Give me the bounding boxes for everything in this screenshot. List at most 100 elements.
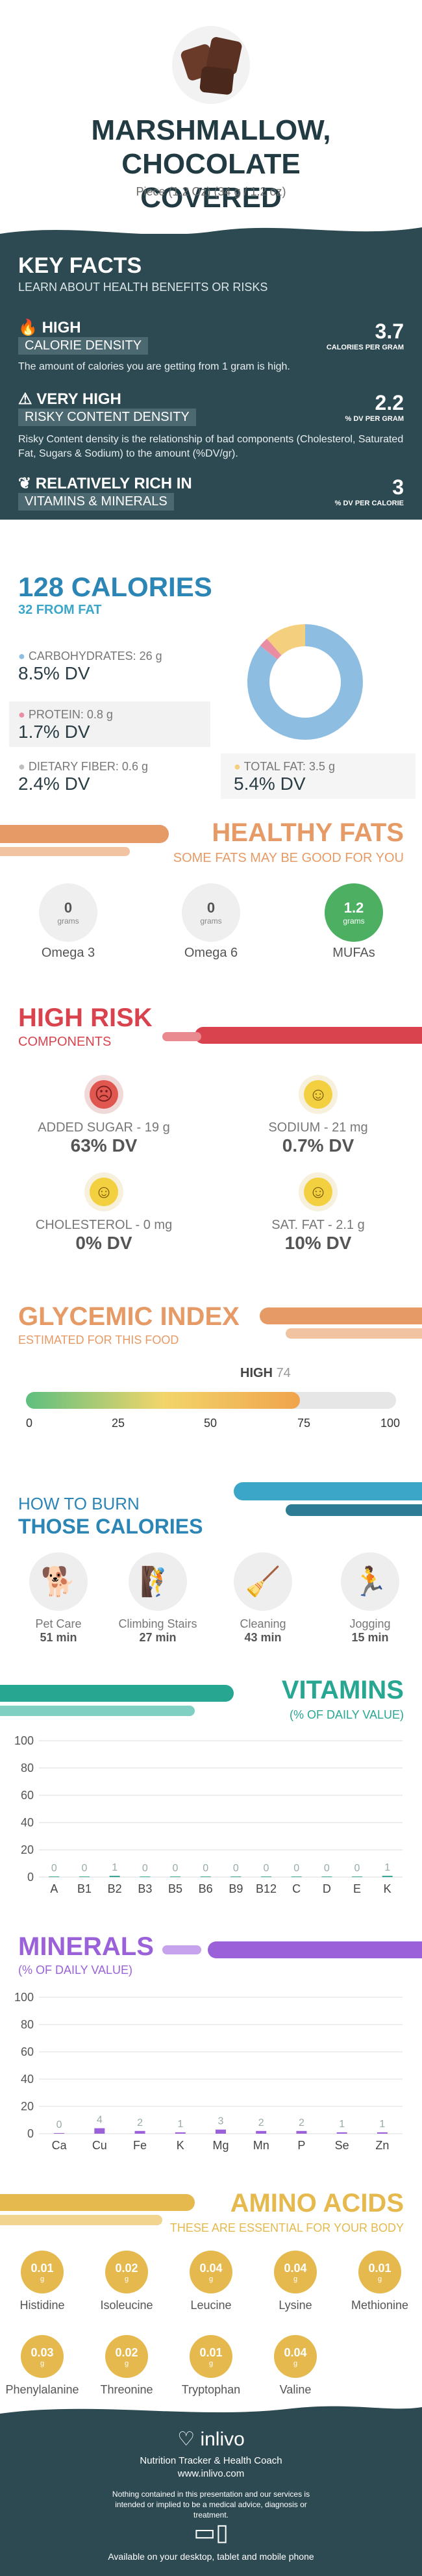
- fat-value: 0: [64, 900, 73, 916]
- fact-label: CALORIE DENSITY: [18, 337, 149, 355]
- glycemic-readout: HIGH 74: [240, 1366, 291, 1381]
- fact-label: VITAMINS & MINERALS: [18, 493, 174, 511]
- fact-vitamins-minerals-value: 3 % DV PER CALORIE: [335, 475, 404, 507]
- fat-unit: grams: [57, 916, 79, 926]
- fact-calorie-density-value: 3.7 CALORIES PER GRAM: [327, 320, 404, 351]
- decor-bar: [234, 1482, 422, 1500]
- amino-unit: g: [293, 2359, 298, 2368]
- fat-mufas: 1.2 grams MUFAs: [318, 883, 390, 961]
- bar-value-label: 2: [299, 2117, 304, 2128]
- wave-divider: [0, 227, 422, 242]
- amino-label: Histidine: [19, 2299, 65, 2312]
- burn-climbing-stairs: 🧗 Climbing Stairs 27 min: [116, 1552, 200, 1645]
- bar-b2: [109, 1875, 120, 1877]
- tick-label: 0: [26, 1417, 33, 1430]
- minerals-section: MINERALS (% OF DAILY VALUE) 0 20 40 60 80 100…: [0, 1932, 422, 2166]
- amino-item: 0.02 g Threonine: [84, 2335, 169, 2397]
- bullet-icon: ●: [18, 650, 25, 663]
- amino-badge: 0.02 g: [105, 2251, 148, 2293]
- y-tick-label: 40: [21, 1816, 34, 1829]
- amino-label: Phenylalanine: [5, 2383, 79, 2396]
- bar-se: [336, 2132, 347, 2134]
- footer-url[interactable]: www.inlivo.com: [177, 2468, 245, 2479]
- risk-label: SODIUM - 21 mg: [268, 1120, 368, 1135]
- amino-value: 0.04: [284, 2261, 307, 2275]
- fat-omega3: 0 grams Omega 3: [32, 883, 104, 961]
- calorie-item-carbs: ● CARBOHYDRATES: 26 g 8.5% DV: [18, 650, 162, 684]
- glycemic-level: HIGH: [240, 1366, 273, 1380]
- stairs-icon: 🧗: [129, 1552, 187, 1611]
- amino-unit: g: [124, 2359, 129, 2368]
- calorie-item-protein-bg: [9, 701, 210, 747]
- amino-value: 0.01: [368, 2261, 391, 2275]
- amino-value: 0.02: [115, 2261, 138, 2275]
- bar-b5: [170, 1876, 180, 1877]
- tick-label: 25: [112, 1417, 125, 1430]
- fact-label: RISKY CONTENT DENSITY: [18, 409, 196, 426]
- bar-d: [321, 1876, 332, 1877]
- amino-value: 0.02: [115, 2345, 138, 2359]
- fat-value: 0: [206, 900, 216, 916]
- heart-logo-icon: ♡: [177, 2429, 195, 2450]
- fat-unit: grams: [343, 916, 365, 926]
- tick-label: 50: [204, 1417, 217, 1430]
- vitamins-section: VITAMINS (% OF DAILY VALUE) 0 20 40 60 80 100…: [0, 1676, 422, 1910]
- y-tick-label: 0: [27, 1871, 34, 1884]
- bar-a: [49, 1876, 60, 1877]
- risk-label: ADDED SUGAR - 19 g: [38, 1120, 170, 1135]
- amino-item: 0.03 g Phenylalanine: [0, 2335, 84, 2397]
- sad-face-icon: ☹: [90, 1080, 118, 1109]
- risk-added-sugar: ☹ ADDED SUGAR - 19 g 63% DV: [13, 1075, 195, 1156]
- bar-b3: [140, 1876, 151, 1877]
- bar-value-label: 0: [142, 1863, 148, 1874]
- decor-bar: [286, 1328, 422, 1339]
- x-tick-label: B9: [229, 1882, 243, 1895]
- amino-label: Valine: [279, 2383, 312, 2396]
- fact-heading: ⚠ VERY HIGH: [18, 390, 408, 409]
- vitamins-title: VITAMINS: [281, 1676, 404, 1704]
- serving-size: Piece (1.2 Oz) (34 g / 1.2 oz): [136, 185, 286, 198]
- cleaning-icon: 🧹: [234, 1552, 292, 1611]
- bar-p: [296, 2130, 307, 2134]
- calorie-label: TOTAL FAT: 3.5 g: [243, 760, 335, 773]
- fat-label: MUFAs: [332, 946, 375, 960]
- y-tick-label: 100: [14, 1734, 34, 1747]
- decor-bar: [0, 1706, 195, 1716]
- fact-unit: % DV PER CALORIE: [334, 499, 404, 507]
- title-line-2: COVERED: [140, 182, 282, 214]
- decor-bar: [0, 847, 130, 856]
- brand-name: inlivo: [200, 2429, 245, 2450]
- bar-ca: [54, 2133, 65, 2134]
- risk-sodium: ☺ SODIUM - 21 mg 0.7% DV: [227, 1075, 409, 1156]
- key-facts-subtitle: LEARN ABOUT HEALTH BENEFITS OR RISKS: [18, 281, 268, 294]
- fact-risky-density-value: 2.2 % DV PER GRAM: [345, 391, 404, 423]
- fact-desc: The amount of calories you are getting f…: [18, 361, 290, 372]
- burn-time: 15 min: [351, 1631, 389, 1644]
- calorie-dv: 8.5% DV: [18, 663, 90, 683]
- decor-bar: [208, 1941, 422, 1958]
- healthy-fats-title: HEALTHY FATS: [212, 818, 404, 847]
- calories-title: 128 CALORIES: [18, 572, 212, 602]
- footer-disclaimer: Nothing contained in this presentation a…: [112, 2490, 310, 2519]
- minerals-subtitle: (% OF DAILY VALUE): [18, 1964, 133, 1976]
- amino-item: 0.01 g Tryptophan: [169, 2335, 253, 2397]
- risk-label: CHOLESTEROL - 0 mg: [35, 1218, 173, 1232]
- fact-value: 3: [392, 475, 404, 499]
- bar-c: [291, 1876, 302, 1877]
- healthy-fats-section: HEALTHY FATS SOME FATS MAY BE GOOD FOR Y…: [0, 818, 422, 981]
- fact-unit: CALORIES PER GRAM: [326, 344, 404, 351]
- calories-subtitle: 32 FROM FAT: [18, 603, 102, 617]
- burn-time: 27 min: [139, 1631, 177, 1644]
- amino-badge: 0.04 g: [190, 2251, 232, 2293]
- calorie-label: CARBOHYDRATES: 26 g: [28, 650, 162, 663]
- amino-unit: g: [40, 2359, 45, 2368]
- x-tick-label: Se: [335, 2139, 349, 2152]
- amino-grid: 0.01 g Histidine 0.02 g Isoleucine 0.04 g Leucin…: [0, 2251, 422, 2406]
- bar-value-label: 0: [82, 1863, 88, 1874]
- x-tick-label: C: [292, 1882, 301, 1895]
- bar-value-label: 0: [293, 1863, 299, 1874]
- bullet-icon: ●: [18, 760, 25, 773]
- pet-care-icon: 🐕: [29, 1552, 88, 1611]
- key-facts-title: KEY FACTS: [18, 253, 142, 278]
